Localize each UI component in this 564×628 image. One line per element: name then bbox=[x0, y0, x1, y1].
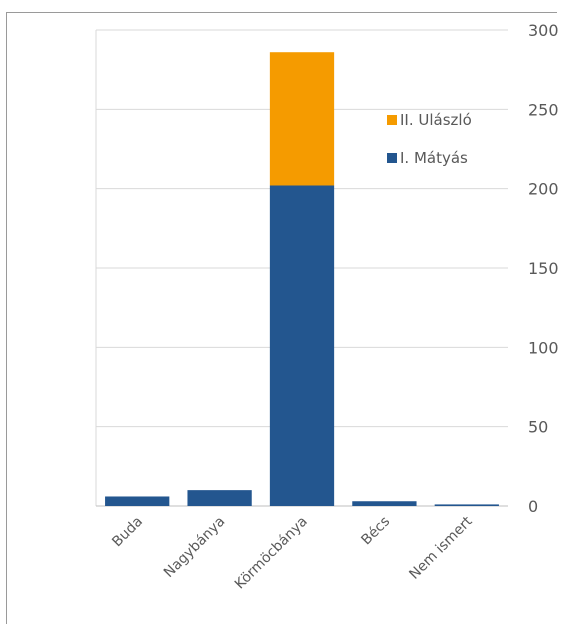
bar-segment bbox=[434, 504, 499, 506]
category-label: Nem ismert bbox=[406, 513, 476, 583]
y-tick-label: 250 bbox=[528, 100, 559, 119]
category-label: Bécs bbox=[358, 514, 393, 549]
category-label: Körmöcbánya bbox=[232, 514, 311, 593]
y-tick-label: 0 bbox=[528, 497, 538, 516]
y-tick-label: 300 bbox=[528, 21, 559, 40]
bar-segment bbox=[269, 52, 335, 186]
bar-segment bbox=[105, 496, 170, 506]
chart-frame bbox=[6, 12, 557, 624]
y-tick-label: 50 bbox=[528, 418, 548, 437]
plot-area: 0 50 100 150 200 250 300 Buda Nagybánya Körmöcbán… bbox=[95, 21, 559, 593]
category-label: Buda bbox=[109, 514, 146, 551]
bar-segment bbox=[187, 490, 252, 506]
legend-label: II. Ulászló bbox=[400, 111, 472, 129]
legend-swatch bbox=[387, 153, 397, 163]
y-tick-label: 200 bbox=[528, 180, 559, 199]
category-label: Nagybánya bbox=[161, 514, 228, 581]
bar-segment bbox=[269, 185, 335, 506]
y-tick-label: 150 bbox=[528, 259, 559, 278]
bar-segment bbox=[352, 501, 417, 506]
y-tick-label: 100 bbox=[528, 338, 559, 357]
legend-label: I. Mátyás bbox=[400, 149, 468, 167]
legend-swatch bbox=[387, 115, 397, 125]
